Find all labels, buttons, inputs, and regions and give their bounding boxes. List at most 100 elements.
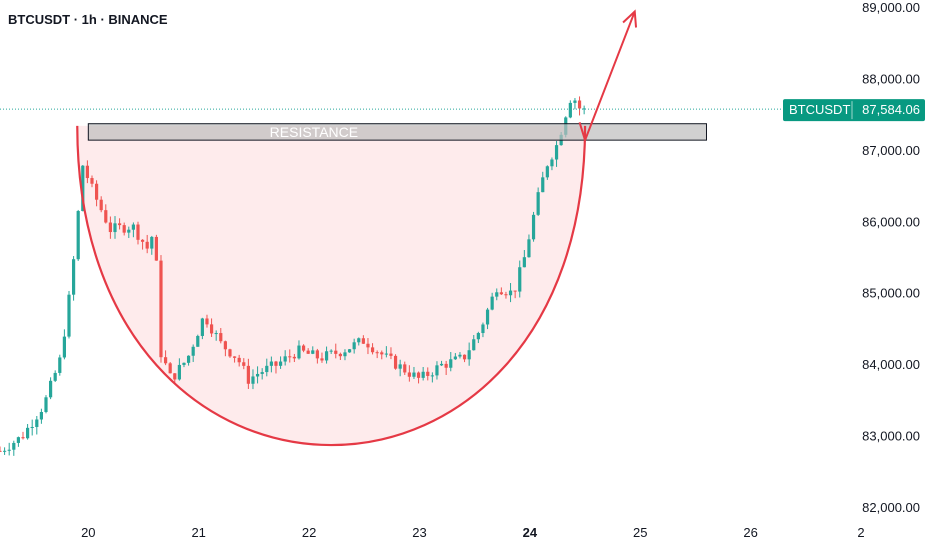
candle-body [191, 346, 195, 356]
price-badge[interactable]: BTCUSDT 87,584.06 [783, 99, 925, 122]
candle-body [62, 336, 66, 358]
price-badge-price: 87,584.06 [862, 102, 920, 117]
candle-body [159, 260, 163, 358]
candle-body [223, 341, 227, 350]
candle-body [39, 411, 43, 420]
x-tick-label: 24 [523, 525, 538, 540]
candle-body [260, 372, 264, 374]
candle-body [412, 372, 416, 377]
candle-body [347, 349, 352, 353]
candle-body [527, 239, 531, 258]
candle-body [357, 338, 361, 343]
candle-body [577, 100, 582, 109]
candle-body [35, 419, 39, 427]
x-tick-label: 20 [81, 525, 95, 540]
candle-body [85, 165, 89, 179]
candle-body [209, 324, 214, 334]
projection-arrow [578, 11, 636, 144]
candle-body [255, 373, 260, 377]
candle-body [550, 159, 554, 167]
candle-body [278, 361, 283, 366]
x-tick-label: 2 [857, 525, 864, 540]
cup-shape-outline [76, 125, 587, 446]
candle-body [145, 241, 149, 249]
candle-body [541, 177, 545, 193]
candle-body [334, 350, 338, 354]
candle-body [251, 376, 255, 384]
candle-body [384, 353, 388, 355]
y-tick-label: 88,000.00 [862, 71, 920, 86]
candle-body [173, 373, 177, 380]
candle-body [554, 145, 559, 160]
candle-body [265, 365, 269, 373]
candle-body [150, 236, 154, 249]
candle-body [352, 342, 356, 350]
candle-body [136, 224, 140, 240]
candle-body [53, 372, 57, 381]
candle-body [242, 362, 246, 366]
candle-body [25, 427, 30, 439]
candle-body [214, 333, 218, 335]
candle-body [292, 356, 296, 359]
candle-body [219, 333, 223, 342]
candle-body [444, 363, 448, 368]
candle-body [393, 355, 398, 369]
resistance-zone [87, 123, 707, 141]
candle-body [30, 426, 34, 428]
candle-body [228, 349, 232, 357]
candle-body [232, 356, 237, 358]
candle-body [168, 363, 172, 374]
x-tick-label: 21 [191, 525, 205, 540]
candle-body [403, 364, 407, 373]
candle-body [205, 318, 209, 325]
y-tick-label: 89,000.00 [862, 0, 920, 15]
candle-body [499, 292, 503, 295]
candle-body [186, 355, 191, 363]
candle-body [297, 345, 301, 359]
candle-body [246, 365, 250, 384]
candle-body [7, 449, 11, 451]
candle-body [2, 450, 7, 452]
candle-body [315, 350, 319, 359]
candle-body [140, 239, 145, 242]
candle-body [269, 361, 273, 366]
candle-body [338, 353, 342, 357]
candle-body [380, 352, 384, 355]
candle-body [113, 223, 117, 233]
candle-body [117, 223, 122, 226]
candle-body [58, 357, 62, 373]
candle-body [311, 350, 315, 354]
candle-body [407, 372, 411, 377]
candle-body [375, 352, 379, 354]
candle-body [94, 183, 99, 200]
candle-body [453, 356, 457, 360]
candle-body [108, 222, 112, 233]
candle-body [508, 290, 513, 296]
candle-body [462, 354, 467, 360]
candle-body [398, 364, 402, 369]
x-tick-label: 25 [633, 525, 647, 540]
candle-body [439, 363, 444, 366]
candle-body [182, 362, 186, 365]
candle-body [485, 309, 490, 325]
candle-body [44, 397, 48, 412]
candle-body [513, 290, 517, 292]
y-tick-label: 87,000.00 [862, 143, 920, 158]
chart-title: BTCUSDT · 1h · BINANCE [8, 12, 168, 27]
candle-body [0, 450, 2, 452]
candle-body [366, 343, 370, 348]
y-tick-label: 83,000.00 [862, 429, 920, 444]
candle-body [283, 356, 287, 362]
x-tick-label: 23 [412, 525, 426, 540]
candle-body [472, 339, 476, 351]
candle-body [324, 351, 329, 361]
candle-body [518, 267, 522, 292]
candle-body [568, 102, 572, 118]
candle-body [490, 296, 494, 310]
candle-body [320, 358, 324, 361]
candle-body [370, 347, 375, 353]
candle-body [131, 224, 135, 230]
price-badge-background [783, 99, 925, 122]
x-axis-labels: 20 21 22 23 24 25 26 2 [81, 525, 865, 540]
